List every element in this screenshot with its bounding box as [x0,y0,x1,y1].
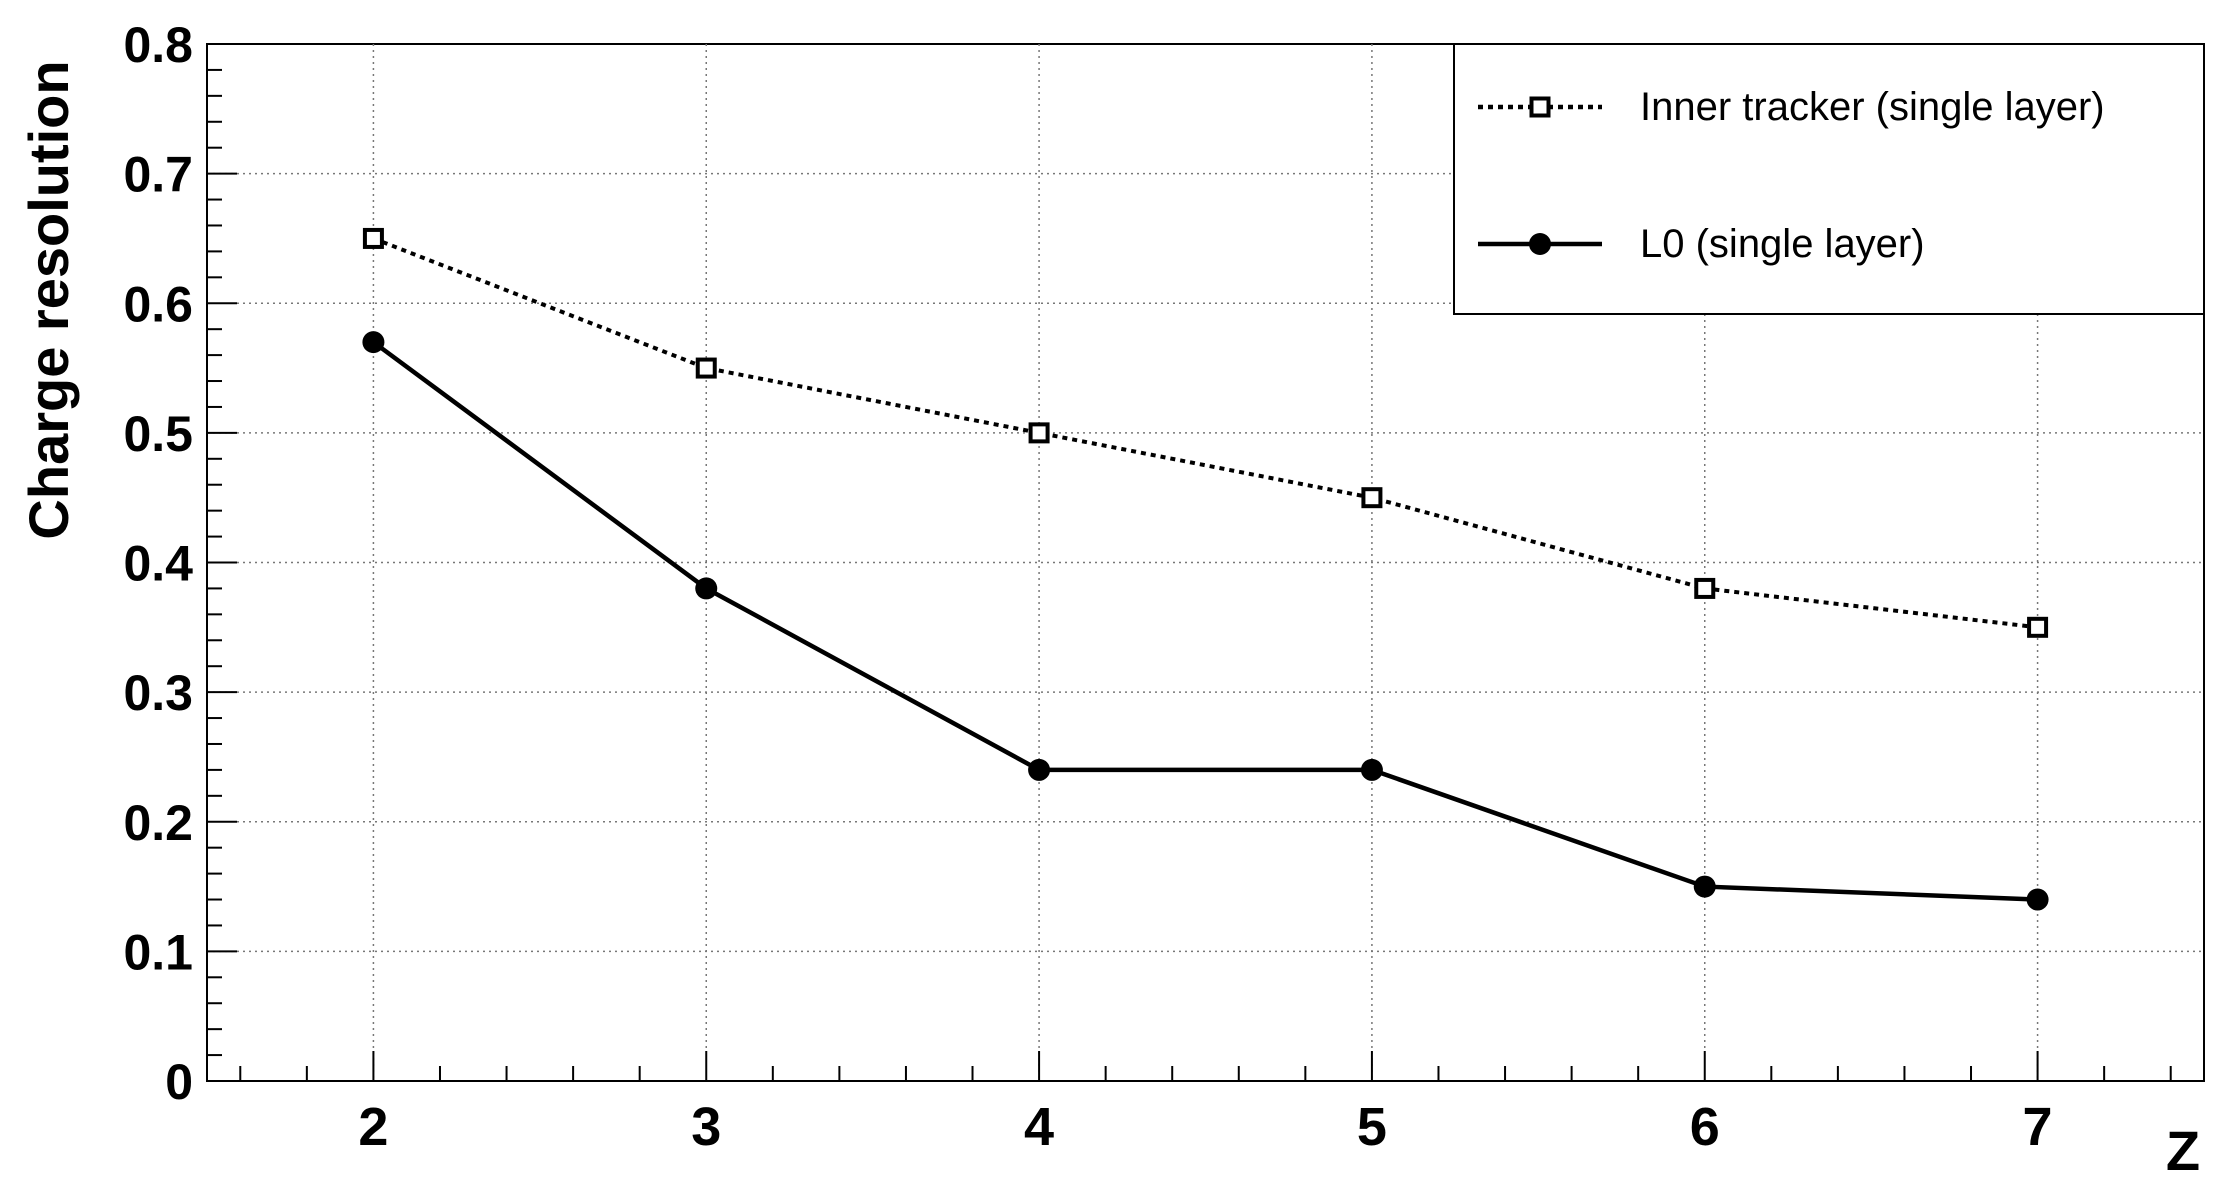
legend: Inner tracker (single layer) L0 (single … [1453,43,2205,315]
x-tick-label: 2 [358,1097,388,1157]
tick-labels: 2 3 4 5 6 7 0 0.1 0.2 0.3 0.4 0.5 0.6 0.7 0.8 [123,17,2052,1157]
y-tick-label: 0.5 [123,406,193,462]
data-point [695,357,717,379]
series-inner-tracker [362,227,2049,638]
y-tick-label: 0 [165,1054,193,1110]
y-tick-label: 0.7 [123,147,193,203]
x-tick-label: 6 [1690,1097,1720,1157]
data-point [1028,422,1050,444]
data-point [362,227,384,249]
data-point [2026,888,2049,911]
y-tick-label: 0.2 [123,795,193,851]
data-point [362,331,385,354]
legend-box [1453,43,2205,315]
legend-marker [1529,233,1551,255]
axis-ticks [207,43,2172,1082]
series-layer [362,227,2049,911]
x-tick-label: 4 [1024,1097,1054,1157]
data-point [1361,487,1383,509]
data-point [695,577,718,600]
data-point [2027,616,2049,638]
y-tick-label: 0.1 [123,924,193,980]
series-line [372,340,2038,902]
data-point [1694,577,1716,599]
y-tick-label: 0.8 [123,17,193,73]
data-point [1028,758,1051,781]
series-l0 [362,331,2049,911]
legend-label-inner-tracker: Inner tracker (single layer) [1640,85,2105,129]
x-axis-title: Z [2166,1119,2200,1182]
data-point [1693,875,1716,898]
y-tick-label: 0.6 [123,276,193,332]
x-tick-label: 3 [691,1097,721,1157]
x-tick-label: 5 [1357,1097,1387,1157]
y-tick-label: 0.4 [123,536,193,592]
legend-label-l0: L0 (single layer) [1640,222,1925,266]
legend-marker [1529,96,1551,118]
legend-items [1478,96,1602,255]
data-point [1360,758,1383,781]
y-tick-label: 0.3 [123,665,193,721]
y-axis-title: Charge resolution [17,60,80,539]
x-tick-label: 7 [2023,1097,2053,1157]
